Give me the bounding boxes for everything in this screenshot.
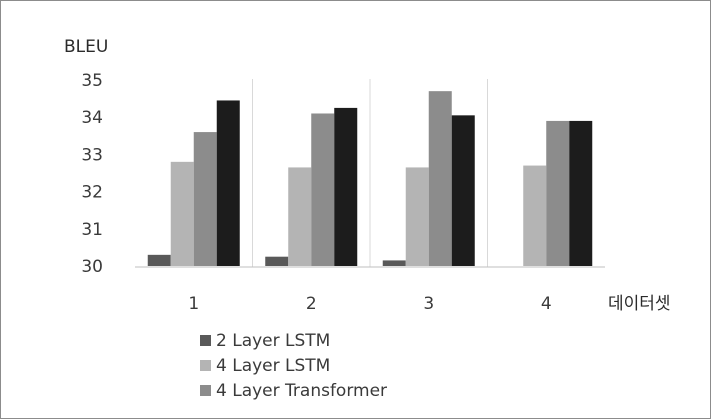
bars: [147, 91, 593, 267]
bar: [569, 120, 593, 266]
x-tick-label: 4: [541, 294, 552, 314]
bar: [428, 91, 452, 266]
legend-item: 4 Layer Transformer: [200, 381, 387, 401]
bar: [216, 100, 240, 267]
bar: [170, 161, 194, 266]
legend-swatch: [200, 360, 211, 371]
legend-label: 4 Layer Transformer: [216, 381, 387, 401]
y-tick-label: 31: [81, 220, 103, 240]
bar: [546, 120, 570, 266]
y-tick-label: 32: [81, 183, 103, 203]
y-tick-label: 34: [81, 108, 103, 128]
y-tick-label: 30: [81, 257, 103, 277]
legend: 2 Layer LSTM 4 Layer LSTM 4 Layer Transfor…: [200, 331, 387, 401]
bar: [193, 132, 217, 266]
legend-swatch: [200, 385, 211, 396]
bar: [382, 260, 406, 266]
legend-label: 2 Layer LSTM: [216, 331, 330, 351]
x-tick-label: 3: [423, 294, 434, 314]
bar: [451, 115, 475, 266]
bar: [147, 254, 171, 266]
x-tick-label: 1: [188, 294, 199, 314]
legend-label: 4 Layer LSTM: [216, 356, 330, 376]
bar: [265, 256, 289, 266]
bar: [311, 113, 335, 266]
y-axis-label: BLEU: [64, 37, 108, 57]
y-tick-label: 33: [81, 145, 103, 165]
axes: [135, 79, 605, 268]
legend-item: 2 Layer LSTM: [200, 331, 330, 351]
legend-swatch: [200, 335, 211, 346]
bar: [405, 167, 429, 266]
y-tick-label: 35: [81, 71, 103, 91]
legend-item: 4 Layer LSTM: [200, 356, 330, 376]
bar: [334, 107, 358, 267]
bar: [523, 165, 547, 266]
x-tick-label: 2: [306, 294, 317, 314]
x-axis-label: 데이터셋: [608, 294, 671, 314]
bar: [288, 167, 312, 266]
